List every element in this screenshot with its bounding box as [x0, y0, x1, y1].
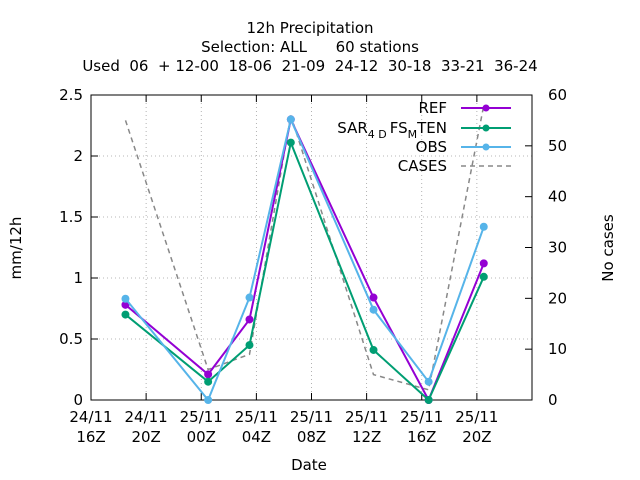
legend-label-ten: SAR4 D FSMTEN [337, 119, 447, 141]
data-point-sar-4d-fs-m-ten [424, 396, 433, 404]
y-tick-label: 2.5 [59, 86, 83, 104]
data-point-ref [479, 259, 488, 268]
x-tick-label-hour: 16Z [407, 428, 436, 446]
x-tick-label-hour: 20Z [131, 428, 160, 446]
data-point-sar-4d-fs-m-ten [286, 138, 295, 147]
data-point-obs [424, 377, 433, 386]
legend-entry-cases: CASES [398, 157, 511, 175]
legend: REF SAR4 D FSMTEN OBS CASES [337, 99, 511, 175]
x-tick-label-date: 25/11 [345, 408, 388, 426]
chart-subtitle-selection: Selection: ALL 60 stations [201, 38, 419, 56]
x-tick-label-date: 25/11 [290, 408, 333, 426]
x-tick-label-date: 25/11 [235, 408, 278, 426]
series-obs [121, 115, 488, 404]
legend-marker [482, 143, 490, 151]
y-tick-label: 0 [73, 391, 83, 409]
data-point-sar-4d-fs-m-ten [204, 377, 213, 386]
y-axis-label: mm/12h [7, 217, 25, 280]
y2-tick-label: 50 [548, 137, 567, 155]
x-tick-label-date: 25/11 [180, 408, 223, 426]
x-tick-label-date: 24/11 [125, 408, 168, 426]
series-line-cases [124, 105, 485, 391]
y2-tick-label: 0 [548, 391, 558, 409]
data-point-sar-4d-fs-m-ten [479, 272, 488, 281]
x-tick-label-hour: 04Z [242, 428, 271, 446]
data-point-obs [369, 305, 378, 314]
y-tick-label: 0.5 [59, 330, 83, 348]
series-cases [124, 105, 485, 391]
y2-tick-label: 40 [548, 188, 567, 206]
grid-lines [91, 95, 532, 400]
y2-tick-label: 10 [548, 340, 567, 358]
x-tick-label-hour: 20Z [462, 428, 491, 446]
series-line-sar-4d-fs-m-ten [124, 139, 485, 402]
chart-subtitle-used: Used 06 + 12-00 18-06 21-09 24-12 30-18 … [82, 57, 537, 75]
legend-entry-ref: REF [418, 99, 511, 117]
y-tick-label: 2 [73, 147, 83, 165]
legend-entry-ten: SAR4 D FSMTEN [337, 119, 511, 141]
data-point-obs [286, 115, 295, 124]
data-point-sar-4d-fs-m-ten [369, 345, 378, 354]
y2-tick-label: 30 [548, 239, 567, 257]
y-tick-label: 1 [73, 269, 83, 287]
x-tick-label-hour: 12Z [352, 428, 381, 446]
legend-label-cases: CASES [398, 157, 447, 175]
legend-label-obs: OBS [416, 138, 447, 156]
x-tick-label-date: 25/11 [400, 408, 443, 426]
y2-tick-label: 20 [548, 289, 567, 307]
data-point-obs [204, 396, 213, 404]
data-point-obs [479, 222, 488, 231]
chart-title: 12h Precipitation [246, 19, 373, 37]
series-sar-4d-fs-m-ten [121, 138, 488, 404]
x-axis-label: Date [291, 456, 327, 474]
legend-marker [482, 124, 490, 132]
data-point-sar-4d-fs-m-ten [245, 341, 254, 350]
x-tick-label-hour: 00Z [187, 428, 216, 446]
x-tick-label-hour: 16Z [76, 428, 105, 446]
legend-entry-obs: OBS [416, 138, 511, 156]
data-point-ref [369, 293, 378, 302]
legend-marker [482, 104, 490, 112]
legend-label-ref: REF [418, 99, 447, 117]
data-point-ref [204, 370, 213, 379]
x-tick-label-date: 24/11 [69, 408, 112, 426]
data-point-obs [245, 293, 254, 302]
y2-tick-label: 60 [548, 86, 567, 104]
x-tick-label-date: 25/11 [455, 408, 498, 426]
y2-axis-label: No cases [599, 214, 617, 282]
x-tick-label-hour: 08Z [297, 428, 326, 446]
data-point-sar-4d-fs-m-ten [121, 310, 130, 319]
y-tick-label: 1.5 [59, 208, 83, 226]
data-point-obs [121, 294, 130, 303]
data-point-ref [245, 315, 254, 324]
